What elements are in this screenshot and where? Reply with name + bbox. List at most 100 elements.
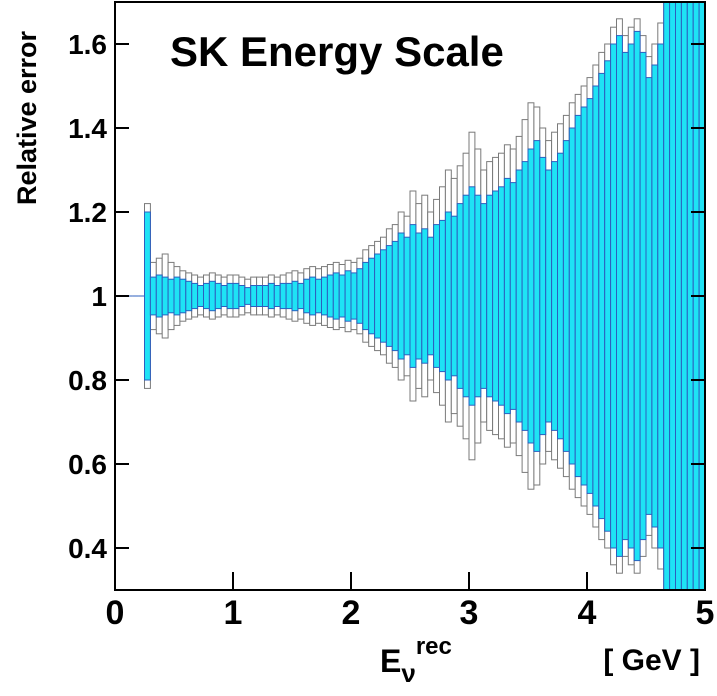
band-inner-bin (527, 148, 535, 444)
band-inner-bin (403, 236, 411, 356)
y-axis-label: Relative error (12, 30, 42, 205)
band-inner-bin (427, 236, 435, 356)
band-inner-bin (385, 245, 393, 347)
x-tick-label: 1 (224, 594, 243, 632)
x-label-sub: ν (401, 658, 415, 688)
band-inner-bin (492, 190, 500, 402)
band-inner-bin (356, 268, 364, 324)
band-inner-bin (338, 274, 346, 318)
band-inner-bin (303, 278, 311, 314)
band-inner-bin (197, 285, 205, 307)
band-inner-bin (692, 2, 700, 590)
band-inner-bin (220, 285, 228, 307)
band-inner-bin (515, 169, 523, 423)
band-inner-bin (551, 161, 558, 431)
band-inner-bin (439, 219, 446, 373)
band-inner-bin (498, 186, 505, 406)
band-inner-bin (598, 72, 606, 520)
band-inner-bin (262, 285, 269, 307)
band-inner-bin (332, 272, 340, 320)
band-inner-bin (675, 2, 682, 590)
band-inner-bin (250, 285, 258, 307)
band-inner-bin (669, 2, 676, 590)
band-inner-bin (368, 257, 376, 335)
band-inner-bin (621, 51, 629, 541)
band-inner-bin (226, 282, 234, 310)
band-inner-bin (680, 2, 688, 590)
band-inner-bin (503, 177, 511, 415)
band-inner-bin (509, 182, 517, 410)
band-inner-bin (562, 140, 570, 452)
band-inner-bin (391, 240, 399, 352)
band-inner-bin (149, 276, 157, 316)
plot-area (115, 2, 705, 590)
x-tick-label: 0 (106, 594, 125, 632)
y-tick-label: 0.4 (68, 533, 107, 564)
band-inner-bin (350, 272, 358, 320)
band-inner-bin (521, 161, 529, 431)
band-inner-bin (374, 253, 382, 339)
band-inner-bin (627, 43, 635, 549)
band-inner-bin (580, 106, 588, 486)
x-axis-label: Eνrec (380, 633, 452, 688)
band-inner-bin (686, 2, 694, 590)
band-inner-bin (450, 215, 458, 377)
band-inner-bin (397, 232, 405, 360)
band-inner-bin (232, 282, 240, 310)
band-inner-bin (651, 64, 659, 528)
band-inner-bin (315, 278, 323, 314)
band-inner-bin (179, 278, 187, 314)
band-inner-bin (173, 276, 181, 316)
band-inner-bin (244, 287, 252, 305)
band-inner-bin (616, 35, 623, 557)
y-tick-label: 1 (91, 281, 107, 312)
band-inner-bin (539, 156, 547, 436)
band-inner-bin (321, 276, 328, 316)
band-inner-bin (462, 194, 470, 398)
band-inner-bin (444, 211, 452, 381)
y-tick-label: 1.2 (68, 197, 107, 228)
band-inner-bin (238, 285, 246, 307)
band-inner-bin (380, 249, 387, 343)
band-inner-bin (144, 211, 151, 381)
band-inner-bin (456, 203, 464, 389)
band-inner-bin (421, 228, 429, 364)
band-inner-bin (480, 203, 488, 389)
band-inner-bin (557, 152, 564, 440)
band-inner-bin (285, 282, 293, 310)
band-inner-bin (161, 276, 169, 316)
band-inner-bin (468, 186, 476, 406)
x-tick-label: 3 (460, 594, 479, 632)
band-inner-bin (663, 2, 671, 590)
band-inner-bin (191, 282, 199, 310)
band-inner-bin (362, 261, 370, 331)
band-inner-bin (586, 98, 594, 494)
band-inner-bin (203, 282, 210, 310)
band-inner-bin (633, 30, 641, 562)
band-inner-bin (309, 276, 317, 316)
y-tick-label: 0.6 (68, 449, 107, 480)
band-inner-bin (208, 280, 216, 312)
band-inner-bin (568, 127, 576, 465)
band-inner-bin (415, 232, 423, 360)
band-inner-bin (167, 278, 175, 314)
band-inner-bin (297, 282, 305, 310)
band-inner-bin (344, 270, 352, 322)
band-inner-bin (657, 43, 665, 549)
band-inner-bin (273, 285, 281, 307)
band-inner-bin (214, 282, 222, 310)
y-tick-label: 1.6 (68, 29, 107, 60)
axes: 0.4 0.6 0.8 1 1.2 1.4 1.6 0 1 2 3 4 5 (68, 29, 714, 632)
x-tick-label: 5 (696, 594, 715, 632)
band-inner-bin (545, 169, 553, 423)
band-inner-bin (185, 280, 193, 312)
x-axis-unit: [ GeV ] (603, 644, 700, 677)
band-inner-bin (279, 282, 287, 310)
band-inner-bin (639, 51, 647, 541)
band-inner-bin (256, 285, 264, 307)
band-inner-bin (291, 280, 299, 312)
x-label-base: E (380, 643, 401, 679)
band-inner-bin (604, 60, 612, 532)
band-inner-bin (474, 194, 482, 398)
